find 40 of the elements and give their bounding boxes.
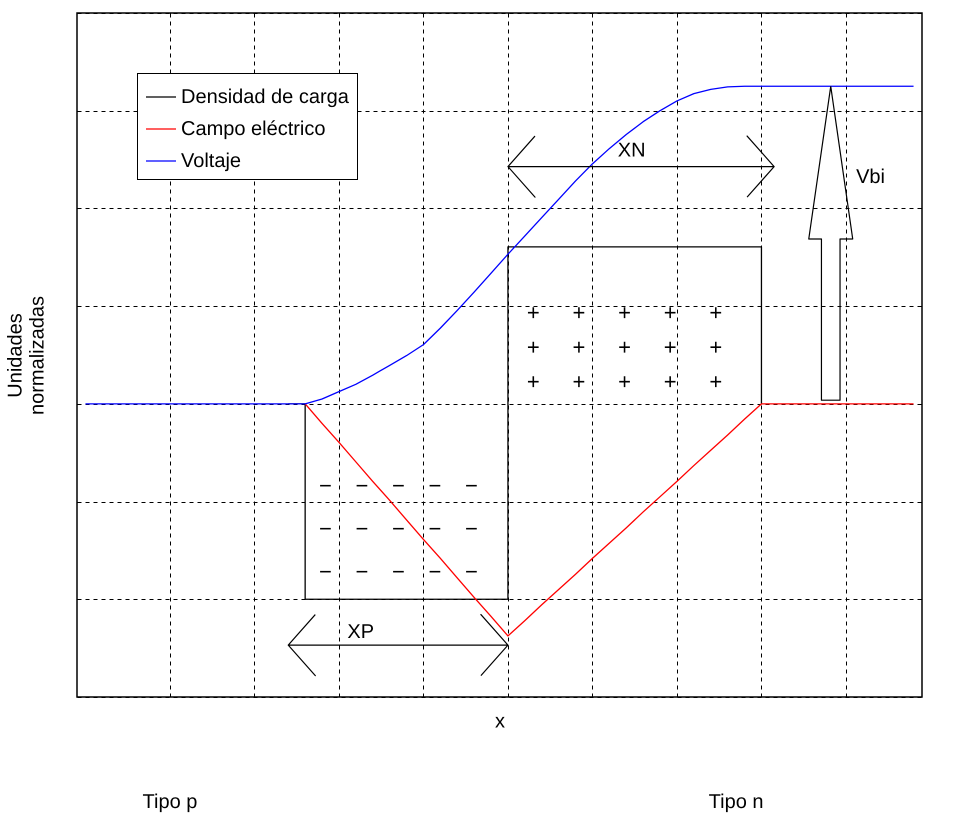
annotation: + xyxy=(664,334,677,360)
annotation: XN xyxy=(618,139,646,162)
annotation: + xyxy=(709,368,722,394)
legend-label: Campo eléctrico xyxy=(181,118,326,140)
annotation: − xyxy=(392,558,405,584)
annotation: − xyxy=(392,516,405,541)
annotation: + xyxy=(664,300,677,325)
annotation: + xyxy=(572,368,586,394)
text: Tipo p xyxy=(142,791,198,813)
annotation: − xyxy=(356,558,368,584)
annotation: + xyxy=(618,368,631,394)
annotation: + xyxy=(618,334,631,360)
annotation: + xyxy=(618,300,631,325)
legend-label: Voltaje xyxy=(181,150,242,172)
annotation: − xyxy=(428,472,442,498)
annotation: XP xyxy=(347,621,374,644)
y-axis-title: Unidades normalizadas xyxy=(4,296,48,415)
annotation: − xyxy=(319,558,332,584)
annotation: + xyxy=(709,334,722,360)
annotation: − xyxy=(465,558,478,584)
annotation: Vbi xyxy=(856,166,885,188)
annotation: − xyxy=(319,472,332,498)
annotation: + xyxy=(664,368,677,394)
annotation: + xyxy=(572,334,586,360)
annotation: + xyxy=(572,300,586,325)
annotation: − xyxy=(428,558,442,584)
annotation: + xyxy=(526,368,540,394)
x-axis-title: x xyxy=(495,710,505,732)
annotation: − xyxy=(428,516,442,541)
annotation: − xyxy=(319,516,332,541)
annotation: − xyxy=(356,472,368,498)
text: Tipo n xyxy=(708,791,764,813)
annotation: − xyxy=(465,472,478,498)
annotation: − xyxy=(356,516,368,541)
annotation: + xyxy=(709,300,722,325)
legend-label: Densidad de carga xyxy=(181,86,350,108)
annotation: + xyxy=(526,334,540,360)
annotation: − xyxy=(392,472,405,498)
annotation: − xyxy=(465,516,478,541)
annotation: + xyxy=(526,300,540,325)
